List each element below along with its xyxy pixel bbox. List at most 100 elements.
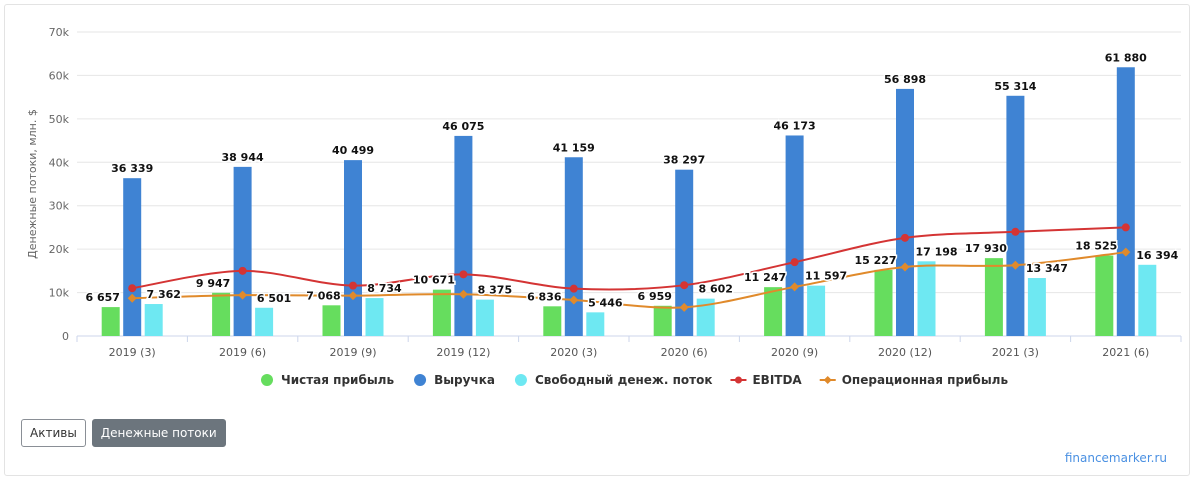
x-tick-label: 2020 (6)	[661, 346, 708, 359]
cash-flow-chart: 0 10k 20k 30k 40k 50k 60k 70k Денежные потоки, м…	[26, 26, 1182, 387]
data-label: 41 159	[553, 141, 595, 154]
x-tick-label: 2020 (12)	[878, 346, 932, 359]
x-tick-label: 2020 (3)	[550, 346, 597, 359]
bar	[1116, 67, 1135, 336]
bar	[144, 304, 163, 336]
legend-label: Выручка	[434, 373, 495, 387]
brand-link[interactable]: financemarker.ru	[1064, 451, 1167, 465]
data-label: 61 880	[1105, 51, 1147, 64]
data-label: 6 501	[257, 292, 291, 305]
bar	[365, 298, 384, 336]
bar	[233, 166, 252, 336]
line-point	[900, 262, 910, 272]
bar	[917, 261, 936, 336]
line-point	[459, 270, 468, 279]
y-tick-label: 10k	[49, 287, 70, 300]
data-label: 15 227	[854, 254, 896, 267]
bar	[984, 258, 1003, 336]
line-point	[790, 282, 800, 292]
legend-label: Операционная прибыль	[842, 373, 1009, 387]
x-tick-label: 2019 (9)	[329, 346, 376, 359]
x-tick-label: 2021 (6)	[1102, 346, 1149, 359]
data-label: 9 947	[196, 277, 230, 290]
line-point	[348, 291, 358, 301]
x-tick-label: 2019 (12)	[436, 346, 490, 359]
data-label: 8 602	[698, 283, 732, 296]
tab-cash-flows[interactable]: Денежные потоки	[91, 419, 226, 447]
line-point	[1121, 223, 1130, 232]
line-point	[238, 266, 247, 275]
view-tabs: Активы Денежные потоки	[21, 419, 226, 447]
bar	[653, 305, 672, 336]
bar	[586, 312, 605, 336]
x-tick-label: 2021 (3)	[992, 346, 1039, 359]
data-label: 8 375	[478, 284, 512, 297]
data-label: 8 734	[367, 282, 402, 295]
data-label: 10 671	[413, 274, 455, 287]
line-point	[349, 281, 357, 290]
bar	[696, 298, 715, 336]
line-point	[238, 290, 248, 300]
y-tick-label: 0	[62, 330, 69, 343]
bar	[1138, 264, 1157, 336]
bar	[1027, 278, 1046, 336]
legend-label: Чистая прибыль	[281, 373, 394, 387]
line-point	[1011, 227, 1020, 236]
x-tick-label: 2020 (9)	[771, 346, 818, 359]
legend-marker	[823, 376, 832, 384]
line-point	[458, 289, 468, 299]
line-point	[679, 302, 689, 312]
bar	[212, 292, 231, 336]
tab-assets[interactable]: Активы	[21, 419, 86, 447]
data-label: 11 247	[744, 271, 786, 284]
bar	[543, 306, 562, 336]
data-label: 17 198	[915, 245, 957, 258]
data-label: 11 597	[805, 270, 847, 283]
x-tick-label: 2019 (3)	[109, 346, 156, 359]
legend-marker	[514, 374, 527, 386]
data-label: 36 339	[111, 162, 153, 175]
bar	[785, 135, 804, 336]
data-label: 6 959	[637, 290, 671, 303]
data-label: 7 362	[146, 288, 180, 301]
y-tick-label: 50k	[49, 113, 70, 126]
bar	[874, 269, 893, 336]
bar	[255, 307, 274, 336]
data-label: 38 944	[222, 151, 264, 164]
data-label: 38 297	[663, 154, 705, 167]
data-label: 5 446	[588, 296, 623, 309]
y-tick-label: 40k	[49, 156, 70, 169]
line-point	[128, 284, 137, 293]
bar	[454, 135, 473, 336]
bar	[675, 169, 694, 336]
chart-card: 0 10k 20k 30k 40k 50k 60k 70k Денежные потоки, м…	[4, 4, 1190, 476]
series-line	[132, 251, 1126, 309]
data-label: 6 657	[85, 291, 119, 304]
bar	[564, 157, 583, 336]
legend-label: Свободный денеж. поток	[535, 373, 713, 387]
legend-marker	[261, 374, 273, 386]
data-label: 18 525	[1075, 240, 1117, 253]
line-point	[680, 281, 689, 290]
bar	[807, 285, 826, 336]
data-label: 7 068	[306, 289, 340, 302]
legend-marker	[734, 376, 742, 384]
legend-label: EBITDA	[752, 373, 802, 387]
y-tick-label: 30k	[49, 200, 70, 213]
bar	[123, 178, 142, 336]
y-axis-title: Денежные потоки, млн. $	[26, 109, 39, 259]
x-tick-label: 2019 (6)	[219, 346, 266, 359]
data-label: 56 898	[884, 73, 926, 86]
y-tick-label: 60k	[49, 69, 70, 82]
line-point	[901, 233, 909, 242]
data-label: 13 347	[1026, 262, 1068, 275]
data-label: 46 173	[774, 119, 816, 132]
line-point	[790, 258, 799, 267]
bar	[475, 299, 494, 336]
data-label: 46 075	[442, 120, 484, 133]
data-label: 55 314	[994, 80, 1036, 93]
y-tick-label: 20k	[49, 243, 70, 256]
bar	[1095, 255, 1114, 336]
data-label: 17 930	[965, 242, 1007, 255]
series-line	[132, 226, 1126, 291]
